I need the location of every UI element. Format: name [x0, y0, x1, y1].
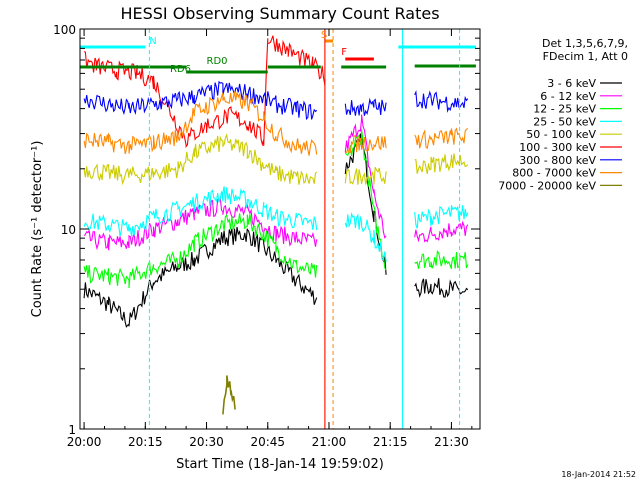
- legend-header-line: Det 1,3,5,6,7,9,: [542, 37, 628, 50]
- legend-label-6-12-kev: 6 - 12 keV: [540, 90, 596, 103]
- legend-header-line: FDecim 1, Att 0: [543, 50, 628, 63]
- plot-area: N RD6 RD0 S F: [80, 29, 476, 429]
- chart-title: HESSI Observing Summary Count Rates: [120, 4, 439, 23]
- legend-label-100-300-kev: 100 - 300 keV: [519, 141, 596, 154]
- y-tick-label: 10: [61, 223, 76, 237]
- x-tick-label: 20:30: [189, 435, 224, 449]
- x-tick-label: 20:15: [128, 435, 163, 449]
- axes: 20:00 20:15 20:30 20:45 21:00 21:15 21:30 1 10 10…: [53, 23, 480, 449]
- state-label-rd6: RD6: [170, 64, 191, 75]
- series-line-12-25-kev: [83, 128, 469, 289]
- legend-label-25-50-kev: 25 - 50 keV: [533, 115, 596, 128]
- series-line-100-300-kev: [83, 35, 326, 149]
- x-tick-label: 21:30: [434, 435, 469, 449]
- legend-label-12-25-kev: 12 - 25 keV: [533, 103, 596, 116]
- series-line-300-800-kev: [83, 80, 469, 121]
- y-axis-label: Count Rate (s⁻¹ detector⁻¹): [30, 141, 45, 318]
- legend-label-800-7000-kev: 800 - 7000 keV: [512, 167, 596, 180]
- series-line-25-50-kev: [83, 186, 469, 262]
- x-tick-label: 21:15: [373, 435, 408, 449]
- x-tick-label: 20:45: [250, 435, 285, 449]
- footer-timestamp: 18-Jan-2014 21:52: [561, 470, 636, 479]
- legend-label-50-100-kev: 50 - 100 keV: [526, 128, 596, 141]
- series-line-7000-20000-kev: [222, 375, 236, 415]
- legend-label-7000-20000-kev: 7000 - 20000 keV: [498, 179, 596, 192]
- x-tick-label: 21:00: [312, 435, 347, 449]
- y-tick-label: 1: [68, 423, 76, 437]
- x-axis-label: Start Time (18-Jan-14 19:59:02): [176, 457, 384, 472]
- series-line-6-12-kev: [83, 114, 469, 251]
- series-line-800-7000-kev: [83, 91, 469, 156]
- series-line-50-100-kev: [83, 133, 469, 186]
- x-tick-label: 20:00: [67, 435, 102, 449]
- legend-label-3-6-kev: 3 - 6 keV: [547, 77, 596, 90]
- legend-label-300-800-kev: 300 - 800 keV: [519, 154, 596, 167]
- state-label-f: F: [341, 47, 347, 58]
- series-line-3-6-kev: [83, 133, 469, 328]
- state-label-s: S: [321, 30, 327, 41]
- state-label-rd0: RD0: [207, 56, 228, 67]
- state-label-n: N: [149, 36, 156, 47]
- y-tick-label: 100: [53, 23, 76, 37]
